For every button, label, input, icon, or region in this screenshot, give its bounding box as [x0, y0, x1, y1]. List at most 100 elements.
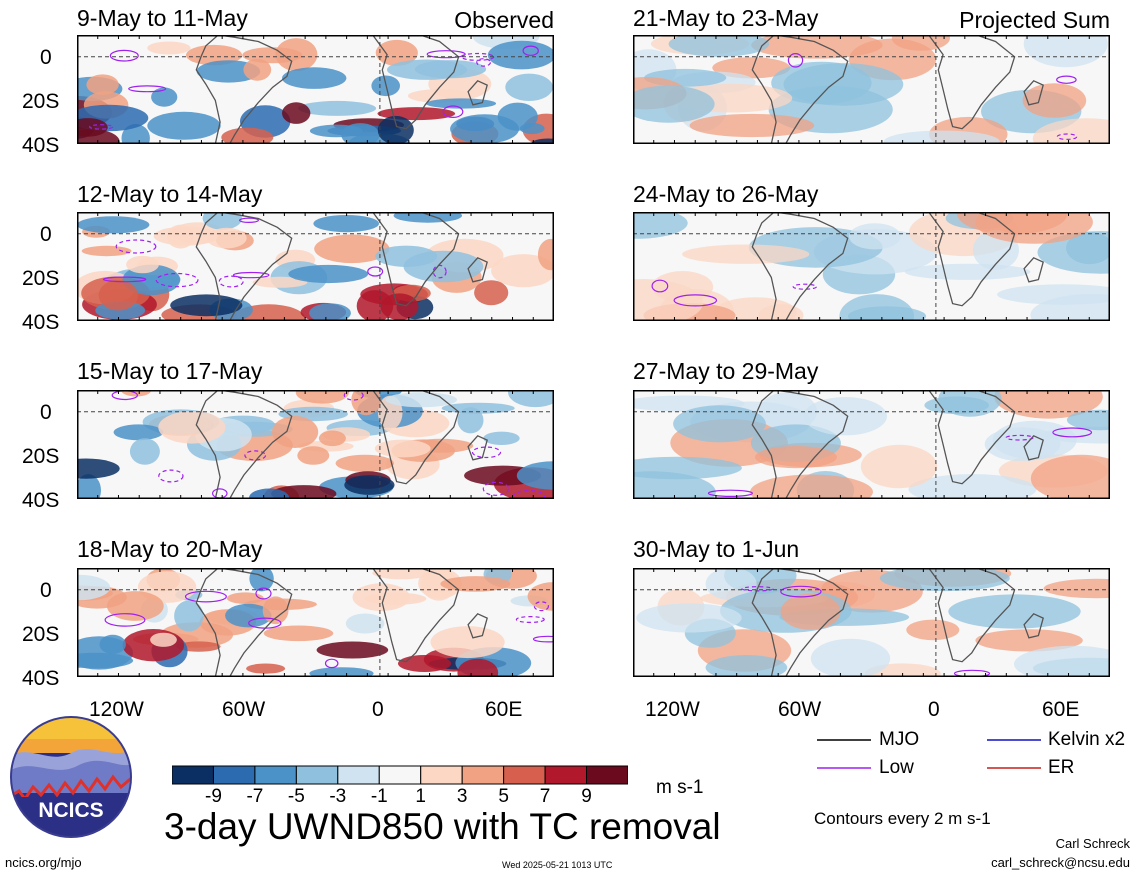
- madagascar-outline: [467, 435, 488, 461]
- anomaly-shade: [839, 294, 914, 321]
- anomaly-shade: [440, 576, 511, 592]
- low-contour: [1005, 434, 1034, 441]
- anomaly-shade: [975, 629, 1083, 652]
- anomaly-shade: [158, 411, 226, 444]
- anomaly-shade: [633, 279, 703, 321]
- anomaly-shade: [374, 439, 431, 458]
- low-contour: [792, 283, 817, 290]
- anomaly-shade: [282, 67, 347, 89]
- low-contour: [343, 390, 364, 401]
- panel-title-4: 18-May to 20-May: [77, 536, 263, 562]
- low-contour: [102, 276, 147, 283]
- lat-tick-20s-p2: 20S: [22, 267, 60, 290]
- low-contour: [1056, 75, 1077, 84]
- colorbar-tick-label: -3: [329, 786, 347, 807]
- anomaly-shade: [430, 626, 505, 659]
- anomaly-shade: [636, 603, 742, 633]
- anomaly-shade: [393, 212, 462, 223]
- anomaly-shade: [341, 123, 380, 144]
- anomaly-shade: [150, 632, 177, 647]
- footer-email[interactable]: carl_schreck@ncsu.edu: [991, 855, 1130, 870]
- anomaly-shade: [221, 127, 274, 144]
- anomaly-shade: [1022, 83, 1087, 118]
- anomaly-shade: [1014, 645, 1110, 677]
- low-contour: [184, 590, 227, 603]
- anomaly-shade: [441, 402, 515, 414]
- anomaly-shade: [398, 655, 451, 672]
- lat-tick-0-p3: 0: [40, 401, 52, 424]
- panel-title-6: 24-May to 26-May: [633, 181, 819, 207]
- colorbar-units: m s-1: [656, 777, 704, 798]
- map-panel-8: [633, 568, 1110, 677]
- colorbar-swatch: [212, 765, 256, 785]
- anomaly-shade: [633, 212, 688, 239]
- anomaly-shade: [313, 215, 379, 233]
- africa-outline: [371, 212, 460, 307]
- madagascar-outline: [1023, 613, 1044, 639]
- colorbar-swatch: [172, 765, 214, 785]
- africa-outline: [371, 35, 460, 130]
- panel-title-2: 12-May to 14-May: [77, 181, 263, 207]
- low-contour: [442, 105, 464, 118]
- footer-site[interactable]: ncics.org/mjo: [5, 855, 82, 870]
- anomaly-shade: [380, 293, 419, 320]
- anomaly-shade: [754, 446, 837, 469]
- low-contour: [673, 294, 718, 307]
- south-america-outline: [751, 390, 849, 499]
- anomaly-shade: [705, 568, 757, 601]
- lat-tick-40s-p3: 40S: [22, 489, 60, 512]
- madagascar-outline: [1023, 435, 1044, 461]
- low-contour: [522, 45, 539, 56]
- south-america-outline: [195, 212, 293, 321]
- low-contour: [158, 469, 184, 483]
- south-america-outline: [195, 390, 293, 499]
- madagascar-outline: [467, 613, 488, 639]
- colorbar-swatch: [586, 765, 628, 785]
- panel-frame: [633, 212, 1110, 321]
- footer-timestamp: Wed 2025-05-21 1013 UTC: [502, 860, 613, 870]
- anomaly-shade: [243, 58, 272, 81]
- anomaly-shade: [751, 35, 883, 59]
- anomaly-shade: [153, 226, 218, 246]
- lon-tick-60w-right: 60W: [778, 698, 822, 721]
- anomaly-shade: [633, 85, 715, 123]
- panel-frame: [77, 568, 554, 677]
- anomaly-shade: [1023, 35, 1108, 68]
- lat-tick-40s-p2: 40S: [22, 311, 60, 334]
- africa-outline: [927, 390, 1016, 485]
- low-contour: [426, 50, 466, 59]
- anomaly-shade: [849, 223, 901, 250]
- logo-text: NCICS: [38, 799, 103, 822]
- low-contour: [533, 601, 549, 612]
- lat-tick-20s-p4: 20S: [22, 623, 60, 646]
- anomaly-shade: [272, 416, 319, 448]
- anomaly-shade: [906, 619, 960, 641]
- anomaly-shade: [860, 444, 938, 489]
- south-america-outline: [751, 568, 849, 677]
- lon-tick-60w-left: 60W: [222, 698, 266, 721]
- panel-title-3: 15-May to 17-May: [77, 358, 263, 384]
- south-america-outline: [751, 35, 849, 144]
- anomaly-shade: [689, 113, 815, 138]
- anomaly-shade: [129, 438, 160, 465]
- anomaly-shade: [246, 663, 286, 674]
- anomaly-shade: [537, 238, 554, 271]
- map-panel-7: [633, 390, 1110, 499]
- anomaly-shade: [344, 475, 395, 495]
- low-contour: [239, 217, 260, 224]
- anomaly-shade: [282, 102, 311, 124]
- africa-outline: [927, 212, 1016, 307]
- south-america-outline: [751, 212, 849, 321]
- legend-er: ER: [1048, 757, 1075, 778]
- lat-tick-40s-p1: 40S: [22, 134, 60, 157]
- map-panel-6: [633, 212, 1110, 321]
- anomaly-shade: [633, 456, 742, 480]
- lon-tick-60e-right: 60E: [1042, 698, 1080, 721]
- colorbar-tick-label: -1: [370, 786, 388, 807]
- panel-title-5: 21-May to 23-May: [633, 5, 819, 31]
- anomaly-shade: [385, 392, 457, 408]
- low-contour: [155, 272, 199, 288]
- colorbar-swatch: [254, 765, 297, 785]
- anomaly-shade: [309, 303, 351, 321]
- colorbar-swatch: [378, 765, 422, 785]
